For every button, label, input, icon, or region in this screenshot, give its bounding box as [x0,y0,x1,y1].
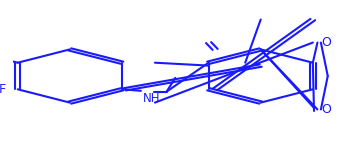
Text: F: F [0,83,6,96]
Text: O: O [321,103,331,116]
Text: NH: NH [142,92,160,105]
Text: O: O [321,36,331,49]
